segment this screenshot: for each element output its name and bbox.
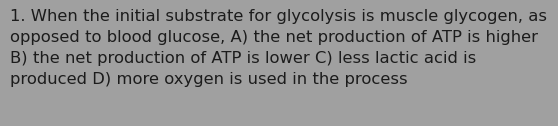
Text: 1. When the initial substrate for glycolysis is muscle glycogen, as
opposed to b: 1. When the initial substrate for glycol… bbox=[10, 9, 547, 87]
